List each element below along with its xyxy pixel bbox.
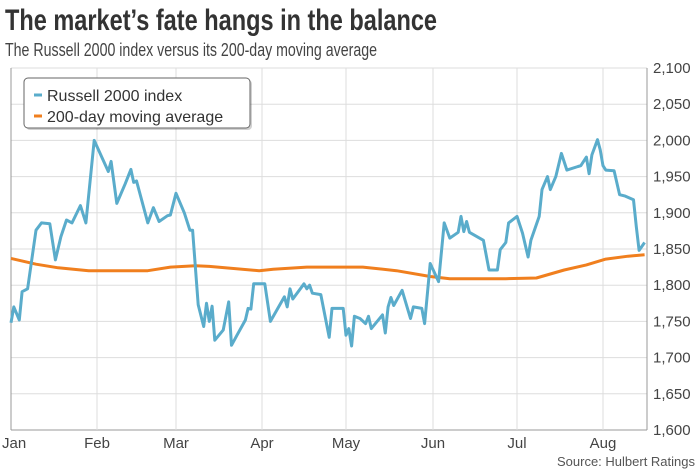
series-lines: [9, 138, 646, 348]
chart-subtitle: The Russell 2000 index versus its 200-da…: [5, 40, 377, 60]
y-tick-label: 1,800: [653, 277, 691, 294]
x-tick-label: Jun: [421, 435, 445, 452]
series-line-moving-average: [10, 253, 645, 281]
legend-label-moving-average: 200-day moving average: [47, 109, 223, 126]
y-tick-label: 1,900: [653, 205, 691, 222]
x-tick-label: Aug: [590, 435, 617, 452]
y-tick-label: 2,050: [653, 96, 691, 113]
x-tick-label: Jul: [507, 435, 526, 452]
x-tick-label: Jan: [2, 435, 26, 452]
x-tick-label: May: [332, 435, 361, 452]
y-tick-label: 1,650: [653, 386, 691, 403]
x-tick-label: Mar: [163, 435, 189, 452]
source-note: Source: Hulbert Ratings: [557, 454, 696, 469]
y-tick-label: 1,950: [653, 169, 691, 186]
series-line-russell-2000: [9, 138, 646, 348]
y-tick-label: 1,700: [653, 350, 691, 367]
legend: Russell 2000 index 200-day moving averag…: [23, 77, 252, 130]
chart-title: The market’s fate hangs in the balance: [5, 4, 437, 37]
y-tick-label: 1,850: [653, 241, 691, 258]
x-tick-label: Feb: [84, 435, 110, 452]
y-tick-label: 1,750: [653, 313, 691, 330]
y-tick-label: 2,000: [653, 132, 691, 149]
legend-label-russell: Russell 2000 index: [47, 88, 182, 105]
grid: [10, 67, 648, 431]
y-tick-label: 1,600: [653, 422, 691, 439]
x-tick-label: Apr: [250, 435, 273, 452]
y-axis: 1,600 1,650 1,700 1,750 1,800 1,850 1,900 1,950…: [653, 60, 691, 439]
y-tick-label: 2,100: [653, 60, 691, 77]
x-axis: Jan Feb Mar Apr May Jun Jul Aug: [2, 435, 616, 452]
